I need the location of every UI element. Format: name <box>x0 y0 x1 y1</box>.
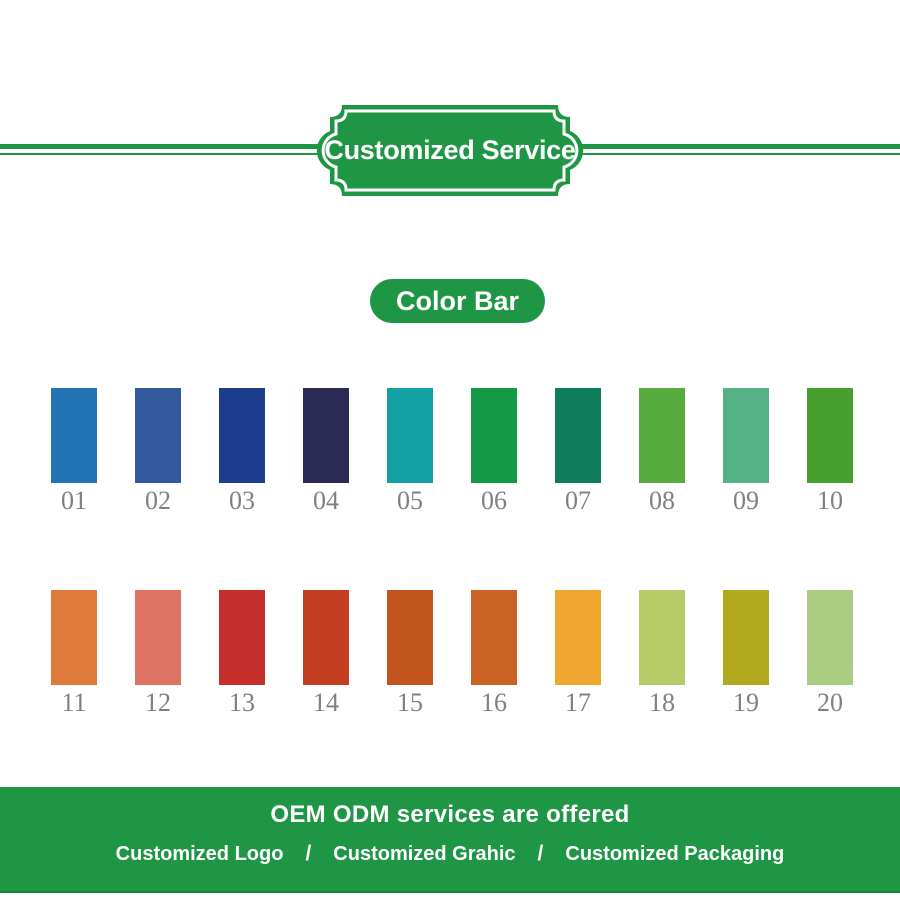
color-swatch-item: 16 <box>471 590 517 717</box>
color-swatch-item: 08 <box>639 388 685 515</box>
footer-service-graphic: Customized Grahic <box>333 842 516 865</box>
swatch-row-2: 11 12 13 14 15 16 17 <box>0 590 900 717</box>
color-swatch <box>555 388 601 483</box>
color-swatch <box>303 388 349 483</box>
color-swatch <box>51 590 97 685</box>
color-swatch-item: 20 <box>807 590 853 717</box>
plaque-inner-outline <box>321 109 579 192</box>
color-swatch-item: 07 <box>555 388 601 515</box>
color-swatch-item: 06 <box>471 388 517 515</box>
customized-service-banner: Customized Service <box>310 103 590 198</box>
color-swatch-number: 11 <box>61 688 87 717</box>
color-swatch-item: 02 <box>135 388 181 515</box>
color-swatch-item: 13 <box>219 590 265 717</box>
swatch-row-1: 01 02 03 04 05 06 07 <box>0 388 900 515</box>
footer-separator: / <box>537 842 544 865</box>
color-swatch <box>471 388 517 483</box>
color-swatch-number: 17 <box>565 688 591 717</box>
footer-services-list: Customized Logo / Customized Grahic / Cu… <box>0 842 900 866</box>
color-swatch-item: 18 <box>639 590 685 717</box>
color-swatch-number: 15 <box>397 688 423 717</box>
color-swatch-number: 06 <box>481 486 507 515</box>
color-swatch-item: 17 <box>555 590 601 717</box>
color-swatch-item: 11 <box>51 590 97 717</box>
color-swatch-number: 18 <box>649 688 675 717</box>
color-swatch-item: 19 <box>723 590 769 717</box>
color-swatch <box>219 388 265 483</box>
color-swatch-number: 03 <box>229 486 255 515</box>
color-swatch <box>51 388 97 483</box>
plaque-shape <box>316 105 584 196</box>
color-swatch <box>471 590 517 685</box>
color-swatch-number: 19 <box>733 688 759 717</box>
color-swatch <box>303 590 349 685</box>
color-swatch-item: 09 <box>723 388 769 515</box>
color-swatch <box>135 590 181 685</box>
color-swatch-item: 01 <box>51 388 97 515</box>
color-swatch-item: 03 <box>219 388 265 515</box>
footer-service-logo: Customized Logo <box>115 842 284 865</box>
color-swatch <box>723 388 769 483</box>
footer-service-packaging: Customized Packaging <box>565 842 785 865</box>
color-swatch-item: 12 <box>135 590 181 717</box>
color-swatch-item: 15 <box>387 590 433 717</box>
color-swatch <box>807 388 853 483</box>
color-swatch-number: 09 <box>733 486 759 515</box>
footer-separator: / <box>305 842 312 865</box>
color-swatch <box>807 590 853 685</box>
color-swatch-number: 20 <box>817 688 843 717</box>
color-swatch-number: 02 <box>145 486 171 515</box>
color-bar-badge-label: Color Bar <box>395 285 520 316</box>
color-swatch <box>387 388 433 483</box>
color-swatch-item: 14 <box>303 590 349 717</box>
footer-banner: OEM ODM services are offered Customized … <box>0 787 900 893</box>
color-swatch <box>387 590 433 685</box>
color-swatch <box>135 388 181 483</box>
color-swatch <box>555 590 601 685</box>
color-swatch-number: 04 <box>313 486 339 515</box>
color-swatch-item: 10 <box>807 388 853 515</box>
color-swatch-number: 10 <box>817 486 843 515</box>
color-swatch-item: 04 <box>303 388 349 515</box>
color-swatch-number: 05 <box>397 486 423 515</box>
color-swatch-number: 13 <box>229 688 255 717</box>
color-swatch-number: 16 <box>481 688 507 717</box>
color-swatch-item: 05 <box>387 388 433 515</box>
color-swatch-number: 08 <box>649 486 675 515</box>
banner-title: Customized Service <box>324 135 576 165</box>
color-swatch-number: 12 <box>145 688 171 717</box>
color-swatch-number: 01 <box>61 486 87 515</box>
color-swatch-number: 14 <box>313 688 339 717</box>
color-swatch-number: 07 <box>565 486 591 515</box>
footer-headline: OEM ODM services are offered <box>270 801 630 828</box>
color-swatch <box>723 590 769 685</box>
plaque-outer-shape <box>316 105 584 196</box>
color-swatch <box>639 388 685 483</box>
color-swatch <box>639 590 685 685</box>
color-swatch <box>219 590 265 685</box>
color-bar-badge: Color Bar <box>370 279 545 323</box>
